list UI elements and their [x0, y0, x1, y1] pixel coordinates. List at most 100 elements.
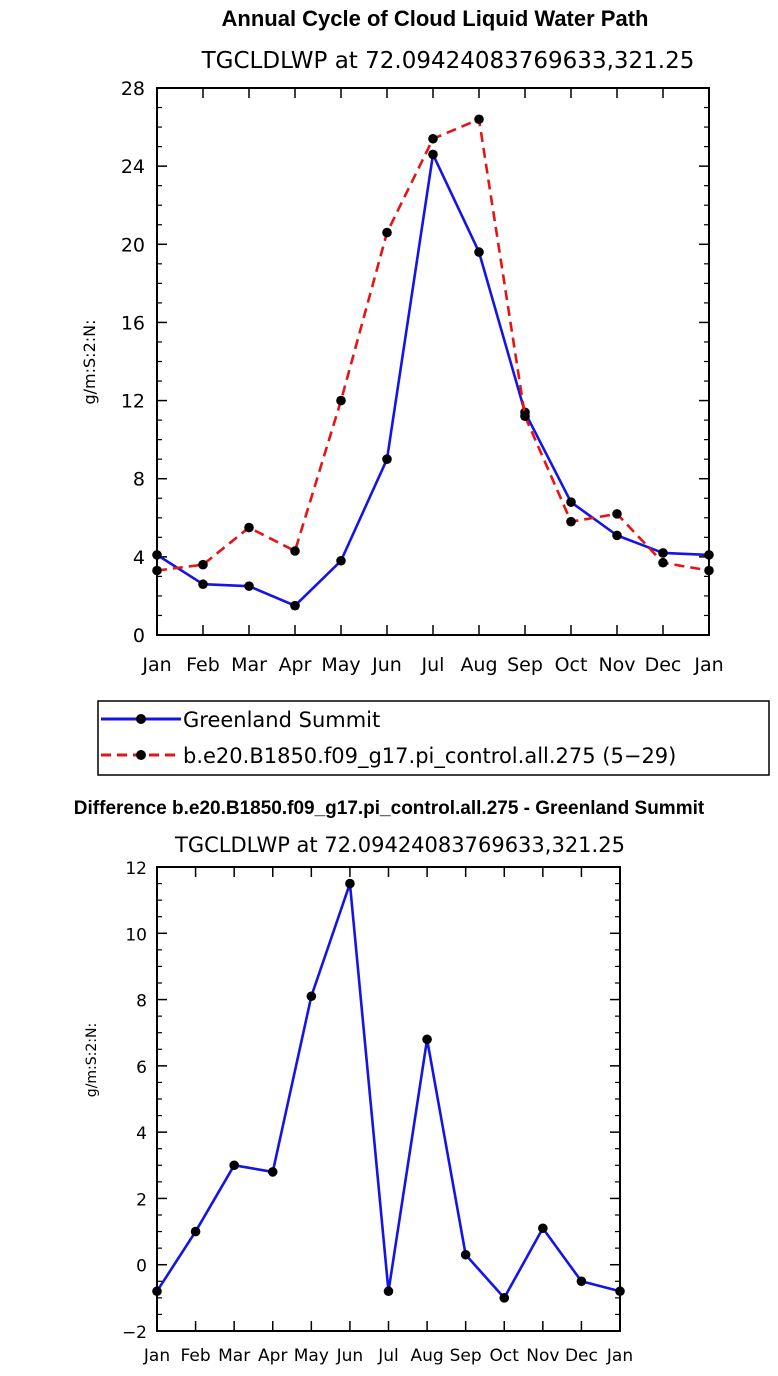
- chart-1-series-0-point: [704, 550, 714, 560]
- chart-1-x-tick-label: Dec: [645, 654, 682, 676]
- chart-2-x-tick-label: Jul: [377, 1346, 399, 1366]
- chart-1-x-tick-label: May: [321, 654, 360, 676]
- chart-1-series-1-point: [658, 557, 668, 568]
- chart-1-x-tick-label: Jan: [693, 654, 723, 676]
- chart-1-series-1-point: [474, 114, 484, 125]
- legend-marker-observed: [136, 714, 146, 724]
- chart-1-x-tick-label: Feb: [186, 654, 220, 676]
- chart-1-plot-frame: [156, 87, 710, 636]
- chart-2-series-0-point: [190, 1226, 201, 1237]
- chart-2-x-tick-label: Jan: [143, 1346, 170, 1366]
- chart-1-series-1-point: [198, 559, 208, 570]
- chart-1-series-0-point: [612, 530, 622, 541]
- difference-chart: Difference b.e20.B1850.f09_g17.pi_contro…: [74, 798, 705, 1366]
- chart-1-subtitle: TGCLDLWP at 72.09424083769633,321.25: [201, 48, 695, 74]
- chart-2-series-0-point: [383, 1286, 394, 1297]
- chart-2-y-tick-label: 4: [136, 1124, 147, 1144]
- chart-2-series-0-point: [422, 1034, 432, 1045]
- chart-2-ticks: Jan Feb Mar Apr May Jun Jul Aug Sep Oct Nov Dec Jan −…: [122, 859, 633, 1366]
- chart-1-series-1-point: [612, 509, 622, 519]
- chart-1-series-line-1: [156, 117, 710, 572]
- chart-1-y-tick-label: 4: [133, 547, 145, 569]
- chart-1-series-0-point: [198, 579, 208, 590]
- chart-1-series-0-point: [474, 247, 484, 257]
- chart-2-series-0-point: [229, 1160, 239, 1171]
- chart-2-x-tick-label: Aug: [410, 1346, 443, 1366]
- chart-1-y-tick-label: 12: [121, 391, 145, 413]
- legend-marker-model: [136, 750, 146, 760]
- chart-2-title: Difference b.e20.B1850.f09_g17.pi_contro…: [74, 798, 705, 819]
- chart-1-series-1-point: [428, 133, 438, 144]
- chart-1-series-0-point: [336, 555, 346, 566]
- chart-2-y-tick-label: 6: [136, 1058, 147, 1078]
- chart-1-x-tick-label: Jun: [371, 654, 402, 676]
- chart-1-y-tick-label: 20: [121, 234, 145, 256]
- chart-2-series-0-point: [538, 1223, 548, 1234]
- chart-1-title: Annual Cycle of Cloud Liquid Water Path: [222, 6, 649, 31]
- chart-1-series-line-0: [156, 153, 710, 607]
- chart-1-series-1-point: [520, 411, 530, 422]
- chart-1-series-0-point: [658, 548, 668, 558]
- chart-2-series-0-point: [345, 878, 355, 889]
- chart-2-series: [152, 878, 625, 1303]
- chart-1-x-tick-label: Oct: [555, 654, 588, 676]
- legend-label-observed: Greenland Summit: [183, 708, 380, 732]
- chart-1-series-1-point: [382, 227, 392, 238]
- chart-2-x-tick-label: Jan: [606, 1346, 633, 1366]
- chart-2-series-0-point: [576, 1276, 587, 1287]
- chart-2-x-tick-label: Mar: [218, 1346, 250, 1366]
- chart-1-y-tick-label: 24: [121, 156, 145, 178]
- chart-1-series: [152, 114, 714, 611]
- chart-2-x-tick-label: May: [294, 1346, 329, 1366]
- chart-1-series-1-point: [704, 565, 714, 576]
- chart-1-series-1-point: [290, 546, 300, 556]
- chart-2-x-tick-label: Apr: [258, 1346, 287, 1366]
- chart-2-series-0-point: [152, 1286, 162, 1297]
- chart-1-series-0-point: [290, 600, 300, 611]
- chart-2-x-tick-label: Jun: [336, 1346, 364, 1366]
- chart-2-series-line-0: [155, 882, 621, 1300]
- chart-1-series-1-point: [566, 516, 576, 527]
- chart-2-y-axis-label: g/m:S:2:N:: [84, 1023, 100, 1097]
- chart-1-y-tick-label: 16: [121, 312, 145, 334]
- chart-2-y-tick-label: 12: [125, 859, 147, 879]
- chart-2-x-tick-label: Nov: [526, 1346, 559, 1366]
- chart-2-series-0-point: [615, 1286, 625, 1297]
- chart-2-x-tick-label: Sep: [450, 1346, 482, 1366]
- chart-1-ticks: Jan Feb Mar Apr May Jun Jul Aug Sep Oct Nov Dec Jan 0…: [121, 78, 724, 676]
- chart-1-x-tick-label: Mar: [231, 654, 267, 676]
- chart-1-series-0-point: [566, 497, 576, 507]
- chart-1-y-axis-label: g/m:S:2:N:: [80, 320, 99, 405]
- legend-box: [97, 700, 770, 776]
- chart-1-x-tick-label: Apr: [279, 654, 312, 676]
- chart-2-x-tick-label: Dec: [565, 1346, 598, 1366]
- chart-2-series-0-point: [306, 991, 317, 1002]
- annual-cycle-chart: Annual Cycle of Cloud Liquid Water Path …: [80, 6, 724, 676]
- chart-1-x-tick-label: Nov: [598, 654, 635, 676]
- chart-2-y-tick-label: 0: [136, 1257, 147, 1277]
- chart-1-y-tick-label: 0: [133, 625, 145, 647]
- chart-2-series-0-point: [499, 1293, 510, 1303]
- chart-1-x-tick-label: Jan: [141, 654, 171, 676]
- chart-1-x-tick-label: Aug: [460, 654, 497, 676]
- chart-1-x-tick-label: Jul: [421, 654, 445, 676]
- chart-2-y-tick-label: 10: [125, 925, 147, 945]
- chart-1-y-tick-label: 8: [133, 469, 145, 491]
- legend-label-model: b.e20.B1850.f09_g17.pi_control.all.275 (…: [183, 744, 676, 769]
- chart-2-y-tick-label: 2: [136, 1190, 147, 1210]
- legend: Greenland Summit b.e20.B1850.f09_g17.pi_…: [97, 700, 770, 776]
- chart-2-series-0-point: [460, 1249, 471, 1260]
- chart-2-series-0-point: [267, 1167, 278, 1177]
- chart-1-series-1-point: [152, 565, 162, 576]
- chart-1-series-0-point: [382, 454, 392, 464]
- chart-2-x-tick-label: Feb: [181, 1346, 211, 1366]
- chart-1-x-tick-label: Sep: [507, 654, 543, 676]
- chart-1-series-0-point: [428, 149, 438, 160]
- chart-2-plot-frame: [156, 866, 621, 1332]
- chart-1-series-0-point: [244, 581, 254, 591]
- chart-1-series-0-point: [152, 550, 162, 560]
- chart-1-series-1-point: [244, 522, 254, 533]
- chart-1-series-1-point: [336, 395, 346, 406]
- chart-2-y-tick-label: −2: [122, 1323, 147, 1343]
